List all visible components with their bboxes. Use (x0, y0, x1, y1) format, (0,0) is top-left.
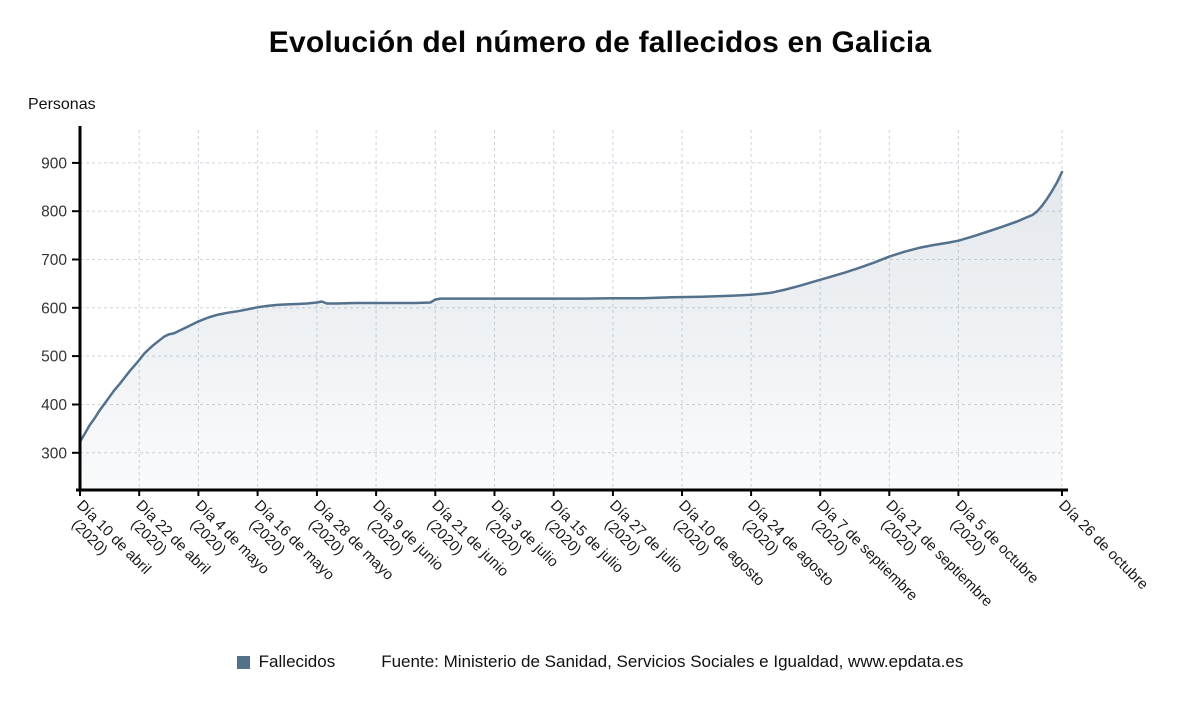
x-tick-label: Día 5 de octubre(2020) (940, 497, 1042, 599)
chart-footer: Fallecidos Fuente: Ministerio de Sanidad… (0, 652, 1200, 672)
series-line-fallecidos (78, 170, 1064, 443)
x-axis-ticks: Día 10 de abril(2020) Día 22 de abril(202… (68, 490, 1152, 610)
legend-item-fallecidos[interactable]: Fallecidos (236, 652, 336, 672)
y-tick-label: 900 (41, 155, 67, 172)
y-axis-ticks: 300 400 500 600 700 800 900 (41, 155, 80, 462)
x-tick-label: Día 27 de julio(2020) (594, 497, 686, 589)
y-tick-label: 500 (41, 349, 67, 366)
y-tick-label: 600 (41, 300, 67, 317)
y-tick-label: 400 (41, 397, 67, 414)
x-tick-label: Día 26 de octubre (1055, 497, 1151, 593)
series-area-fallecidos (80, 172, 1062, 490)
y-axis-title: Personas (28, 96, 96, 113)
y-tick-label: 700 (41, 252, 67, 269)
legend-swatch (236, 655, 250, 669)
source-text: Fuente: Ministerio de Sanidad, Servicios… (381, 652, 964, 671)
y-tick-label: 800 (41, 204, 67, 221)
chart-title: Evolución del número de fallecidos en Ga… (268, 26, 932, 59)
y-tick-label: 300 (41, 445, 67, 462)
legend-label: Fallecidos (258, 652, 336, 671)
